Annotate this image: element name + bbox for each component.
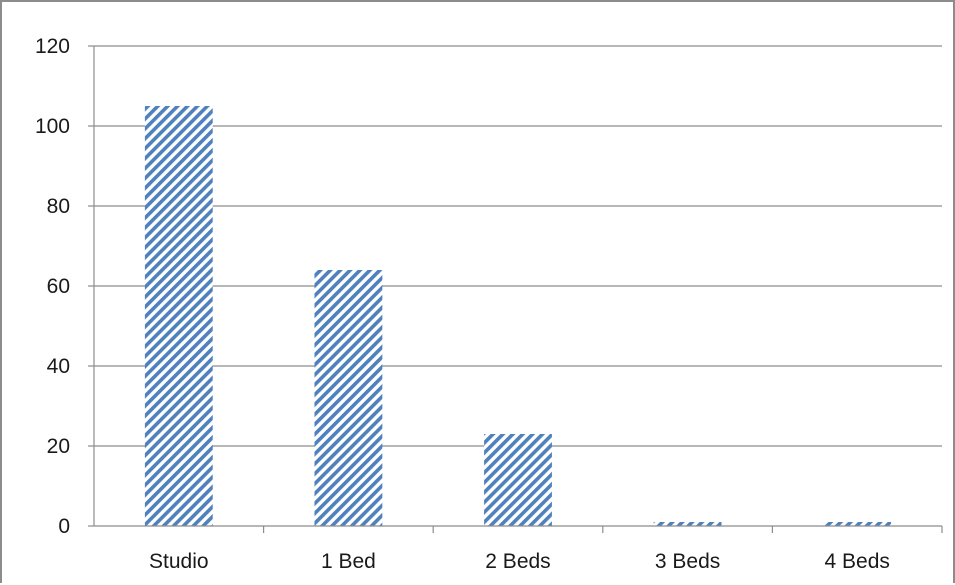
y-tick-label-20: 20 (47, 435, 70, 458)
bars (144, 106, 892, 526)
y-tick-label-100: 100 (35, 115, 70, 138)
x-tick-label-3-beds: 3 Beds (655, 550, 720, 573)
y-tick-labels: 0 20 40 60 80 100 120 (35, 35, 70, 538)
bar-2-beds (484, 434, 552, 526)
y-tick-label-120: 120 (35, 35, 70, 58)
bar-1-bed (314, 270, 383, 526)
y-tick-label-60: 60 (47, 275, 70, 298)
y-tick-label-0: 0 (58, 515, 70, 538)
x-tick-labels: Studio 1 Bed 2 Beds 3 Beds 4 Beds (149, 550, 890, 573)
y-tick-label-80: 80 (47, 195, 70, 218)
x-tick-label-2-beds: 2 Beds (485, 550, 550, 573)
x-tick-label-1-bed: 1 Bed (321, 550, 376, 573)
x-tick-label-studio: Studio (149, 550, 209, 573)
x-tick-label-4-beds: 4 Beds (825, 550, 890, 573)
bar-studio (144, 106, 213, 526)
axes (88, 45, 943, 533)
gridlines (94, 45, 942, 447)
bar-4-beds (823, 522, 892, 526)
y-tick-label-40: 40 (47, 355, 70, 378)
bar-3-beds (653, 522, 722, 526)
